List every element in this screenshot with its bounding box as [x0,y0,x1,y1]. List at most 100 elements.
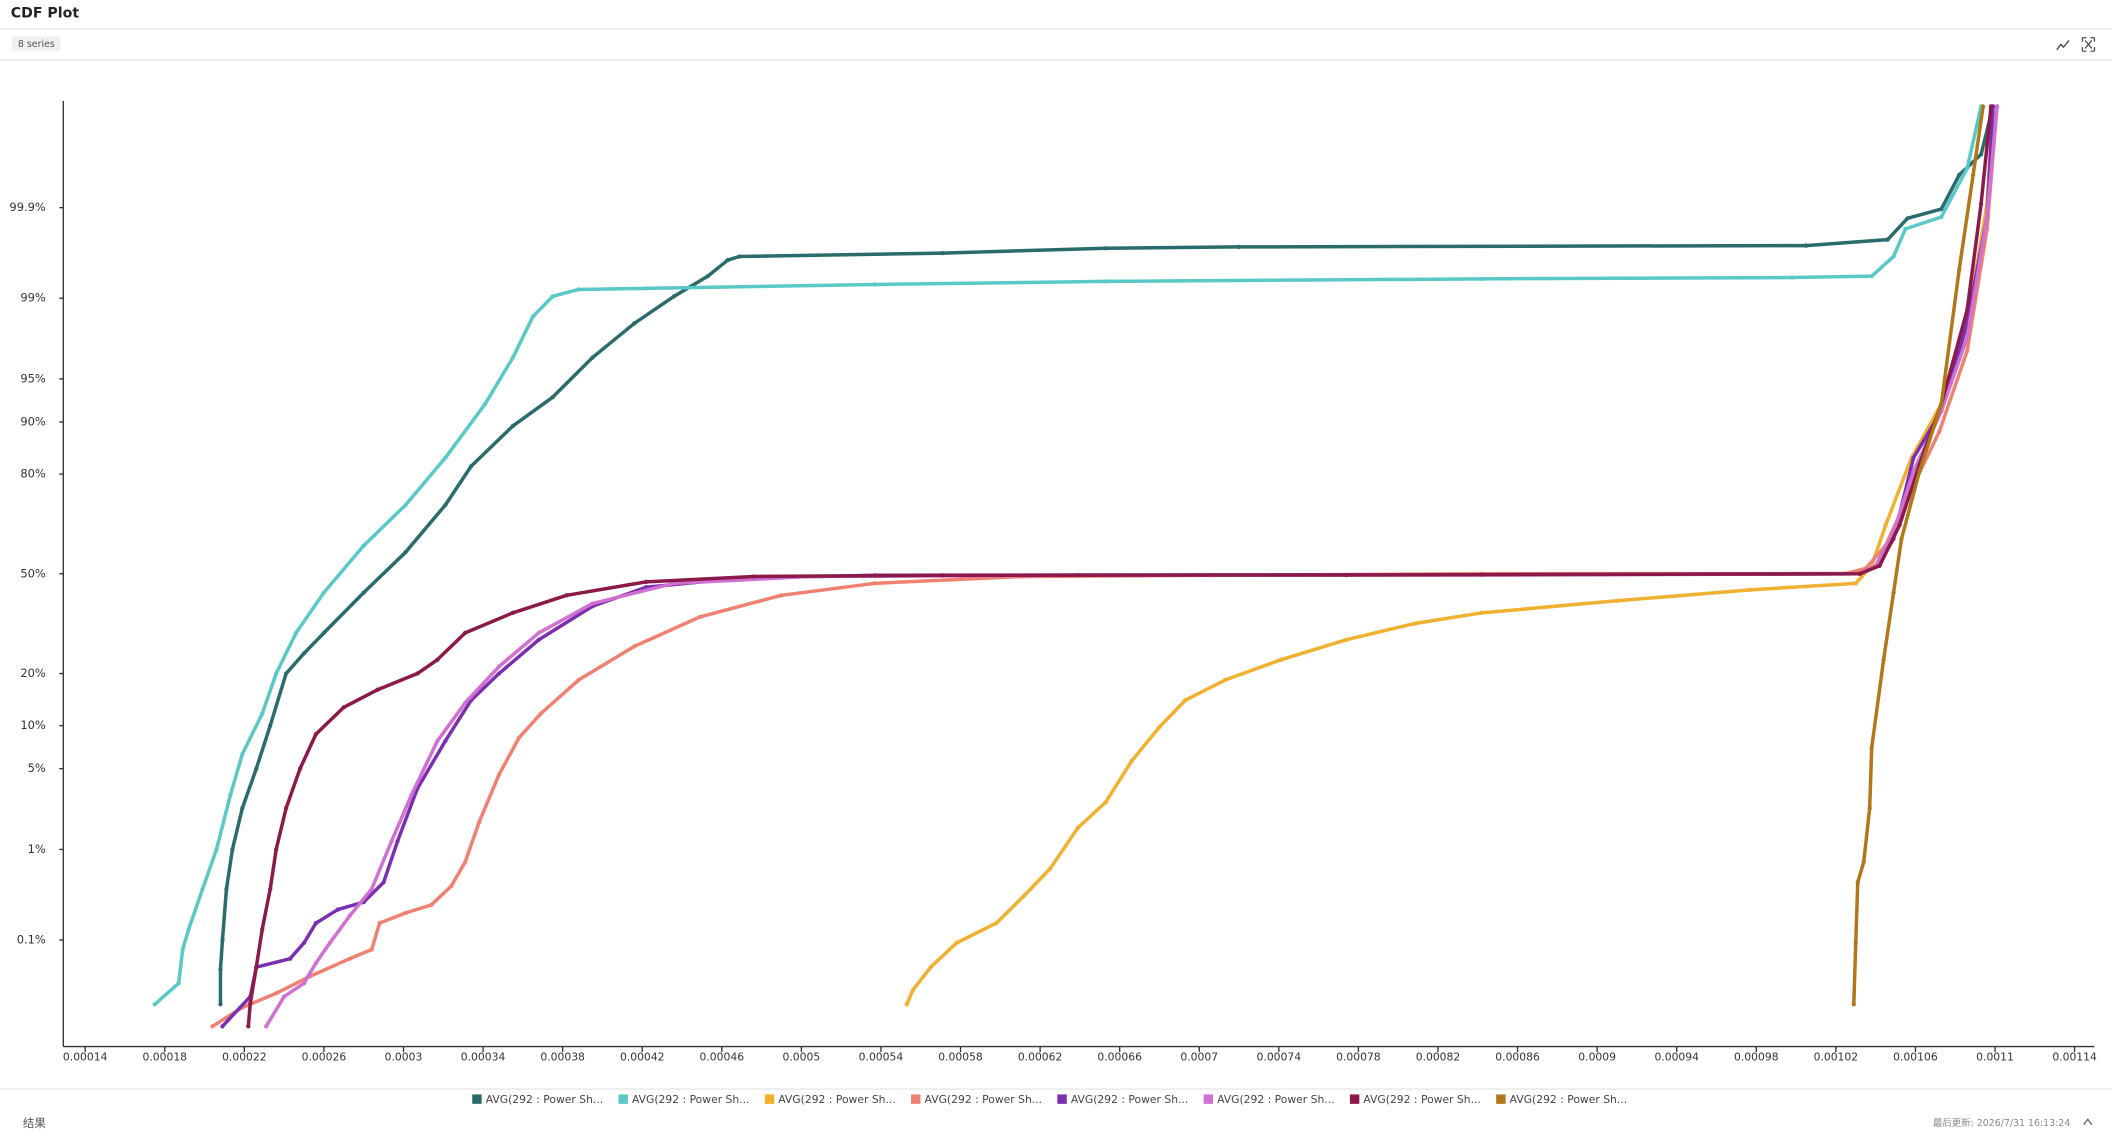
data-point [1789,275,1795,280]
data-point [220,1024,225,1029]
data-point [576,677,581,683]
legend-item[interactable]: AVG(292 : Power Sh... [1496,1093,1627,1106]
data-point [254,766,259,771]
data-point [1939,206,1944,212]
data-point [1891,590,1896,595]
legend-item[interactable]: AVG(292 : Power Sh... [1057,1093,1188,1106]
legend-label: AVG(292 : Power Sh... [778,1093,895,1106]
data-point [994,920,999,926]
data-point [1748,587,1753,593]
x-tick-label: 0.00114 [2052,1050,2097,1063]
data-point [321,590,327,595]
data-point [313,920,319,926]
legend-item[interactable]: AVG(292 : Power Sh... [618,1093,750,1106]
data-point [429,902,434,908]
legend-item[interactable]: AVG(292 : Power Sh... [1349,1093,1481,1106]
fullscreen-glyph[interactable] [2081,37,2096,52]
data-point [301,940,307,946]
data-point [435,657,440,662]
data-point [220,937,225,943]
x-tick-label: 0.00026 [302,1050,347,1063]
data-point [1183,698,1188,703]
data-point [1899,536,1904,542]
data-point [274,847,279,852]
line-icon[interactable] [2056,39,2070,51]
series [246,104,1994,1029]
x-tick-label: 0.00034 [461,1050,506,1063]
x-tick-label: 0.0009 [1578,1050,1616,1063]
y-tick-label: 10% [20,718,46,732]
series-badge-text: 8 series [18,39,55,50]
data-point [872,282,878,287]
data-point [283,805,289,811]
chart-type-icon[interactable] [2056,39,2070,51]
legend-item[interactable]: AVG(292 : Power Sh... [1203,1093,1335,1106]
data-point [186,927,191,932]
data-point [516,735,522,741]
legend-swatch [764,1094,775,1104]
x-tick-label: 0.00022 [222,1050,267,1063]
data-point [954,940,959,946]
data-point [1917,469,1922,474]
data-point [274,671,279,676]
data-point [287,956,293,961]
data-point [510,355,516,360]
data-point [1047,866,1053,871]
data-point [928,965,933,970]
data-point [347,913,352,918]
footer-updated: 最后更新: 2026/7/31 16:13:24 [1933,1117,2070,1129]
data-point [1965,348,1970,354]
data-point [510,423,516,429]
y-tick-label: 99% [20,291,46,305]
data-point [210,1024,215,1029]
fullscreen-icon[interactable] [2081,37,2096,52]
data-point [463,859,468,865]
x-tick-label: 0.00094 [1654,1050,1699,1063]
data-point [1855,880,1860,885]
legend-item[interactable]: AVG(292 : Power Sh... [911,1093,1042,1106]
data-point [403,502,408,508]
data-point [361,590,366,595]
legend-item[interactable]: AVG(292 : Power Sh... [764,1093,896,1106]
data-point [1236,244,1242,250]
legend-item[interactable]: AVG(292 : Power Sh... [472,1093,603,1106]
data-point [297,766,303,771]
y-tick-label: 99.9% [9,200,45,214]
data-point [377,920,382,926]
data-point [538,711,543,716]
data-point [395,839,400,844]
data-point [632,644,637,649]
data-point [530,314,535,319]
data-point [260,927,265,932]
data-point [1903,226,1908,232]
data-point [1614,598,1620,603]
data-point [1857,571,1862,576]
data-point [1994,104,2000,109]
data-point [274,991,279,996]
x-tick-label: 0.00078 [1336,1050,1381,1063]
y-tick-label: 80% [20,467,46,481]
data-point [335,907,340,912]
collapse-icon[interactable] [2083,1118,2093,1126]
data-point [1978,201,1984,207]
y-tick-label: 90% [20,414,46,428]
data-point [510,610,516,615]
x-tick-label: 0.00098 [1734,1050,1779,1063]
data-point [1344,572,1349,578]
x-tick-label: 0.0007 [1180,1050,1218,1063]
data-point [1970,172,1976,178]
data-point [218,1002,223,1007]
data-point [361,543,366,548]
data-point [214,847,219,852]
data-point [1222,677,1228,683]
data-point [751,574,756,579]
data-point [1075,825,1081,831]
legend-label: AVG(292 : Power Sh... [1071,1093,1188,1106]
legend-swatch [911,1094,921,1104]
legend-swatch [1057,1094,1067,1104]
data-point [313,960,319,966]
data-point [463,630,468,636]
data-point [403,550,408,555]
data-point [1965,166,1970,171]
